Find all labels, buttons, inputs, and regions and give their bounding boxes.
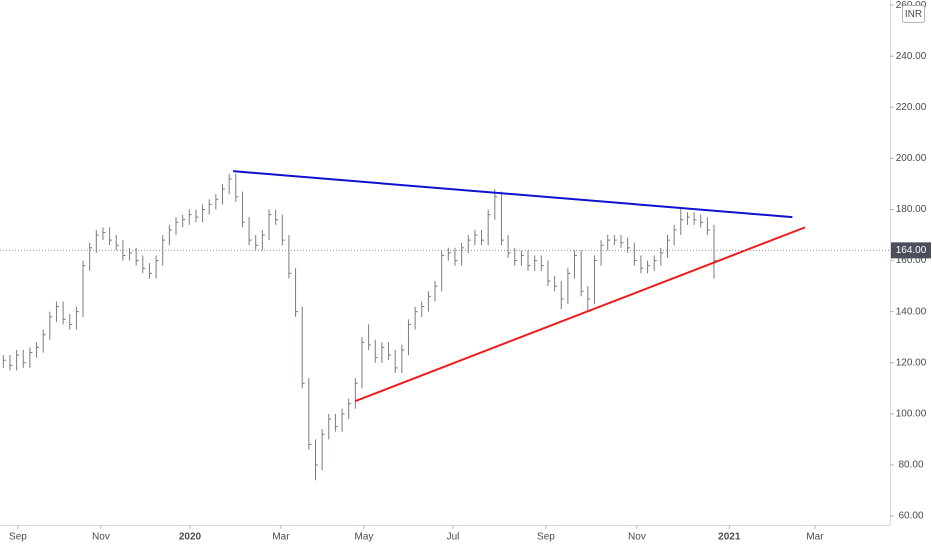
y-tick-label: 200.00 [896, 153, 927, 164]
y-tick-label: 160.00 [896, 255, 927, 266]
y-tick-label: 240.00 [896, 51, 927, 62]
trendline [354, 226, 806, 403]
x-tick-label: Jul [447, 532, 460, 543]
x-tick-label: 2020 [179, 532, 202, 543]
x-tick-label: 2021 [718, 532, 741, 543]
y-tick-label: 220.00 [896, 102, 927, 113]
y-tick-label: 100.00 [896, 409, 927, 420]
x-tick-label: Nov [628, 532, 646, 543]
y-tick-label: 120.00 [896, 357, 927, 368]
y-tick-label: 140.00 [896, 306, 927, 317]
x-tick-label: May [355, 532, 374, 543]
axes: 60.00 80.00 100.00 120.00 140.00 160.00 180.00… [9, 0, 931, 543]
y-tick-label: 180.00 [896, 204, 927, 215]
last-price-box [891, 242, 931, 259]
trendline [233, 170, 793, 219]
plot-area [0, 170, 890, 481]
last-price-label: 164.00 [896, 245, 927, 256]
currency-label: INR [905, 9, 922, 20]
y-tick-label: 60.00 [898, 511, 923, 522]
x-tick-label: Sep [537, 532, 555, 543]
x-tick-label: Sep [9, 532, 27, 543]
x-tick-label: Nov [92, 532, 110, 543]
x-tick-label: Mar [806, 532, 824, 543]
y-tick-label: 80.00 [898, 460, 923, 471]
currency-badge [902, 5, 925, 23]
x-tick-label: Mar [272, 532, 290, 543]
